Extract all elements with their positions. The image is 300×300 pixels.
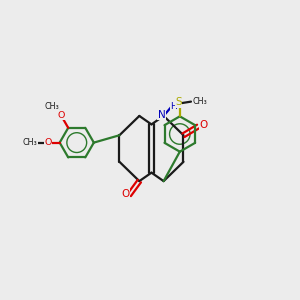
Text: CH₃: CH₃ — [23, 138, 38, 147]
Text: S: S — [175, 97, 182, 107]
Text: O: O — [199, 120, 208, 130]
Text: CH₃: CH₃ — [44, 102, 59, 111]
Text: N: N — [158, 110, 166, 120]
Text: O: O — [57, 111, 64, 120]
Text: H: H — [170, 102, 177, 111]
Text: O: O — [121, 189, 129, 199]
Text: O: O — [44, 138, 52, 147]
Text: CH₃: CH₃ — [193, 97, 207, 106]
